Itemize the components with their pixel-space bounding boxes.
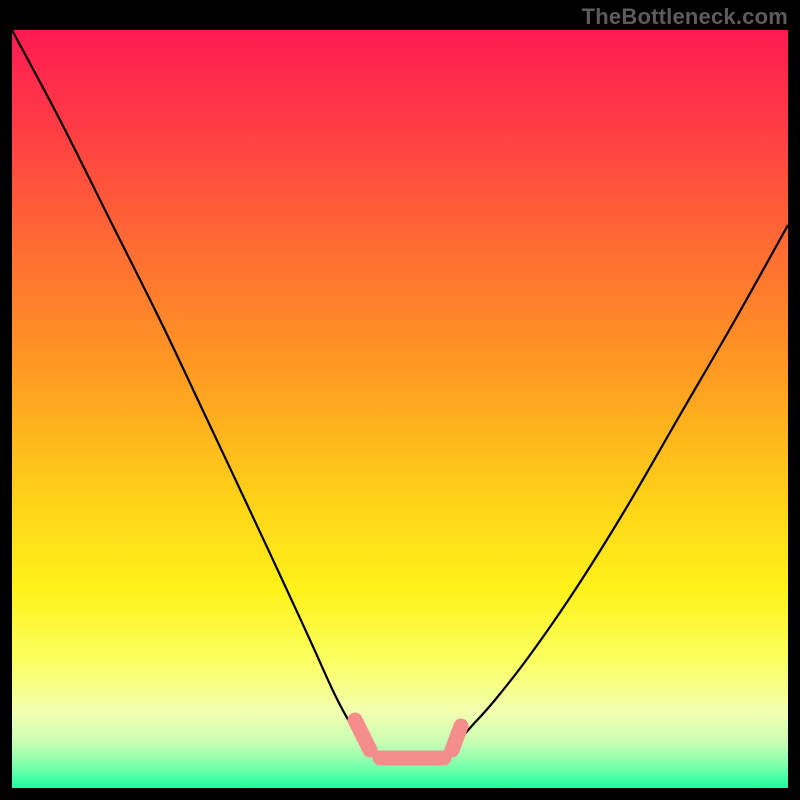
watermark-text: TheBottleneck.com (582, 4, 788, 30)
bottleneck-chart: TheBottleneck.com (0, 0, 800, 800)
plot-background (12, 30, 788, 788)
chart-canvas (0, 0, 800, 800)
trough-segment-2 (452, 726, 461, 750)
